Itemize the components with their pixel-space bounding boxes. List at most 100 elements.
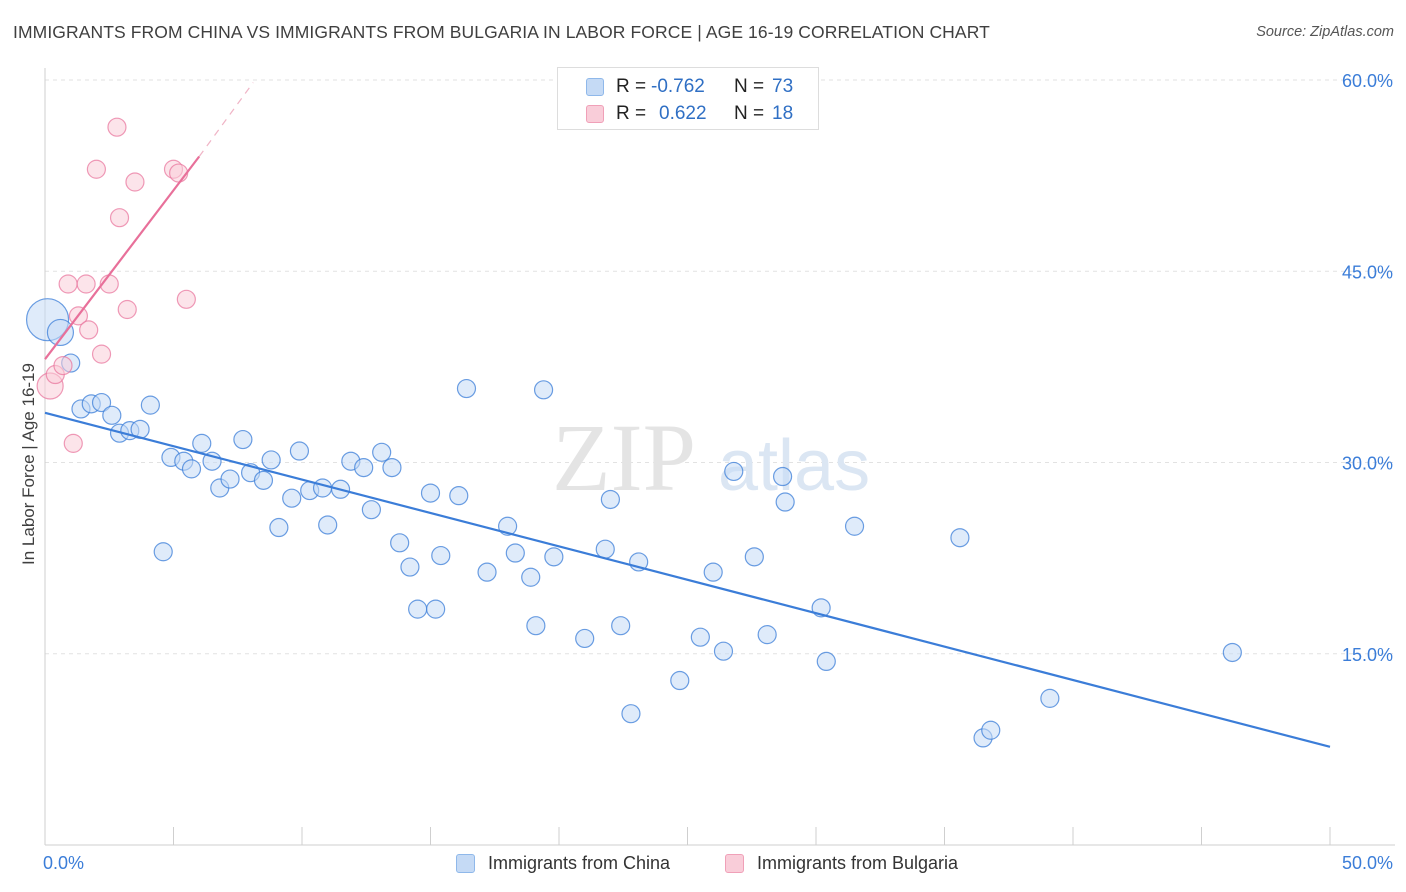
china-point xyxy=(1040,688,1060,708)
china-point xyxy=(456,378,477,399)
china-point xyxy=(372,442,392,462)
china-point xyxy=(526,616,546,636)
china-point xyxy=(192,433,212,453)
china-point xyxy=(233,429,253,450)
bulgaria-point xyxy=(63,433,83,453)
china-point xyxy=(354,458,374,478)
bulgaria-point xyxy=(58,274,78,294)
bulgaria-trend-extension xyxy=(198,82,254,157)
china-point xyxy=(703,562,723,582)
axes xyxy=(44,68,1395,846)
china-point xyxy=(289,441,310,461)
watermark-atlas: atlas xyxy=(718,426,870,506)
watermark: ZIP atlas xyxy=(552,404,870,511)
china-point xyxy=(533,380,554,400)
china-point xyxy=(950,528,970,548)
legend-row-bulgaria: R = 0.622 N = 18 xyxy=(558,100,818,126)
bulgaria-swatch xyxy=(586,105,604,123)
china-point xyxy=(744,547,764,567)
watermark-zip: ZIP xyxy=(552,404,696,511)
china-point xyxy=(844,516,865,536)
china-point xyxy=(1222,642,1242,663)
bulgaria-point xyxy=(91,344,112,364)
china-point xyxy=(361,500,381,520)
trend-lines xyxy=(44,82,1331,748)
china-point xyxy=(775,492,795,512)
china-point xyxy=(621,704,641,724)
china-point xyxy=(521,567,541,587)
r-value: -0.762 xyxy=(651,76,705,97)
correlation-legend: R = -0.762 N = 73 R = 0.622 N = 18 xyxy=(557,67,819,130)
china-point xyxy=(220,469,240,489)
china-point xyxy=(312,478,333,498)
china-swatch xyxy=(456,854,475,873)
bulgaria-point xyxy=(176,289,196,309)
china-point xyxy=(505,543,525,563)
china-point xyxy=(426,599,446,619)
china-point xyxy=(46,318,75,347)
n-value: 73 xyxy=(772,76,794,97)
legend-row-china: R = -0.762 N = 73 xyxy=(558,73,818,99)
china-point xyxy=(772,466,793,487)
series-bulgaria-points xyxy=(36,117,196,453)
bulgaria-point xyxy=(107,117,127,137)
china-point xyxy=(757,625,777,645)
legend-label-china: Immigrants from China xyxy=(488,853,671,873)
china-point xyxy=(713,641,734,661)
china-point xyxy=(269,517,289,538)
china-point xyxy=(318,515,338,535)
r-value: 0.622 xyxy=(659,103,707,124)
n-label: N = xyxy=(734,103,765,124)
x-tick-label-min: 0.0% xyxy=(43,853,84,873)
china-point xyxy=(382,458,402,478)
china-point xyxy=(140,395,160,415)
china-point xyxy=(477,562,497,582)
y-tick-label: 60.0% xyxy=(1342,71,1393,91)
china-point xyxy=(600,489,621,510)
x-tick-label-max: 50.0% xyxy=(1342,853,1393,873)
china-point xyxy=(575,628,595,649)
china-point xyxy=(181,459,202,479)
r-label: R = xyxy=(616,103,647,124)
source-credit: Source: ZipAtlas.com xyxy=(1256,24,1394,40)
bulgaria-point xyxy=(53,356,73,376)
bulgaria-point xyxy=(76,274,96,294)
china-point xyxy=(690,627,710,647)
china-trend-line xyxy=(44,411,1331,748)
china-point xyxy=(390,533,410,553)
china-point xyxy=(431,545,451,566)
bulgaria-point xyxy=(109,208,130,228)
china-point xyxy=(153,542,173,562)
china-point xyxy=(544,547,564,567)
china-point xyxy=(253,470,274,490)
china-point xyxy=(420,483,441,503)
n-label: N = xyxy=(734,76,765,97)
y-tick-label: 15.0% xyxy=(1342,645,1393,665)
bulgaria-trend-line xyxy=(44,155,201,360)
china-point xyxy=(282,488,302,508)
chart-title: IMMIGRANTS FROM CHINA VS IMMIGRANTS FROM… xyxy=(13,22,990,42)
china-point xyxy=(595,539,615,559)
china-point xyxy=(611,616,631,636)
bulgaria-point xyxy=(86,159,107,179)
china-point xyxy=(102,405,122,425)
bulgaria-point xyxy=(169,163,189,183)
bulgaria-point xyxy=(79,320,99,340)
bulgaria-point xyxy=(117,299,137,320)
bulgaria-point xyxy=(125,172,145,192)
china-point xyxy=(981,720,1001,740)
series-china-points xyxy=(25,298,1242,748)
china-point xyxy=(449,486,469,506)
china-point xyxy=(670,670,690,691)
r-label: R = xyxy=(616,76,647,97)
china-point xyxy=(91,392,112,413)
china-point xyxy=(261,450,281,470)
china-point xyxy=(724,461,744,482)
china-swatch xyxy=(586,78,604,96)
y-tick-label: 30.0% xyxy=(1342,454,1393,474)
china-point xyxy=(408,599,428,619)
y-tick-label: 45.0% xyxy=(1342,262,1393,282)
n-value: 18 xyxy=(772,103,794,124)
china-point xyxy=(816,651,836,672)
